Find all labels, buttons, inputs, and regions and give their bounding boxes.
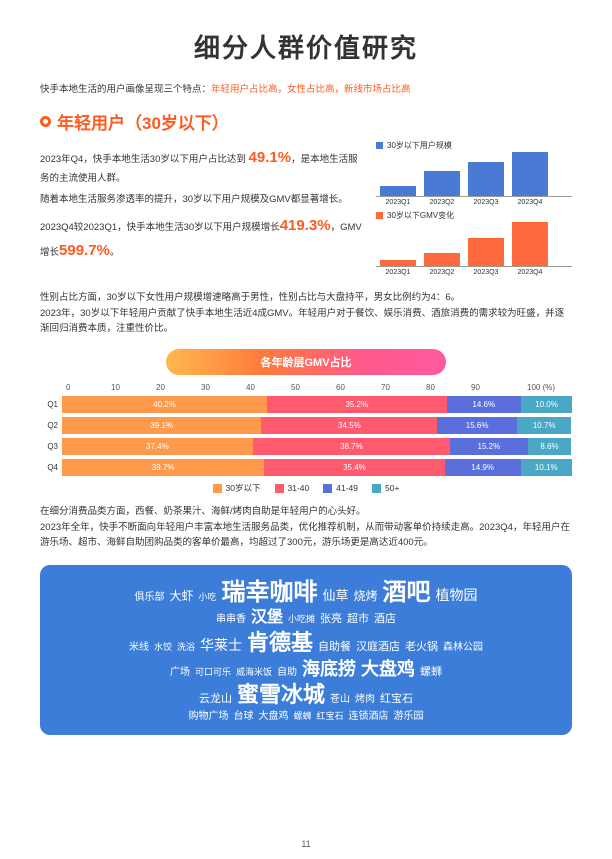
- cloud-word: 螺蛳: [293, 711, 311, 723]
- cloud-word: 森林公园: [443, 641, 483, 654]
- bullet-icon: [40, 116, 51, 127]
- cloud-word: 肯德基: [247, 629, 313, 658]
- legend-swatch: [376, 212, 383, 219]
- bar: [424, 253, 460, 266]
- cloud-word: 水饺: [154, 642, 172, 654]
- cloud-word: 可口可乐: [195, 667, 231, 679]
- page-title: 细分人群价值研究: [40, 28, 572, 65]
- cloud-word: 苍山: [330, 693, 350, 706]
- segment: 10.7%: [517, 417, 572, 434]
- paragraph-3: 2023Q4较2023Q1，快手本地生活30岁以下用户规模增长419.3%，GM…: [40, 214, 362, 264]
- paragraph-categories: 在细分消费品类方面，西餐、奶茶果汁、海鲜/烤肉自助是年轻用户的心头好。 2023…: [40, 504, 572, 551]
- bar: [512, 152, 548, 196]
- stacked-row: Q239.1%34.5%15.6%10.7%: [40, 417, 572, 434]
- growth-1: 419.3%: [280, 217, 331, 234]
- cloud-word: 瑞幸咖啡: [222, 577, 318, 608]
- segment: 34.5%: [261, 417, 437, 434]
- chart-title-pill: 各年龄层GMV占比: [166, 349, 446, 375]
- cloud-word: 米线: [129, 641, 149, 654]
- cloud-word: 蜜雪冰城: [237, 681, 325, 710]
- segment: 15.6%: [437, 417, 517, 434]
- segment: 35.4%: [264, 459, 444, 476]
- cloud-word: 海底捞: [302, 658, 356, 681]
- cloud-word: 大盘鸡: [361, 658, 415, 681]
- cloud-word: 广场: [170, 666, 190, 679]
- segment: 37.4%: [62, 438, 253, 455]
- mini-chart-users: 30岁以下用户规模 2023Q12023Q22023Q32023Q4: [376, 140, 572, 206]
- cloud-word: 螺蛳: [420, 665, 442, 679]
- segment: 39.7%: [62, 459, 264, 476]
- cloud-word: 华莱士: [200, 636, 242, 654]
- cloud-word: 烧烤: [354, 589, 378, 605]
- bar: [380, 260, 416, 266]
- legend-item: 41-49: [323, 482, 358, 494]
- subtitle-prefix: 快手本地生活的用户画像呈现三个特点：: [40, 84, 211, 95]
- cloud-word: 张亮: [320, 612, 342, 626]
- bar: [512, 222, 548, 266]
- cloud-word: 台球: [233, 710, 253, 723]
- legend-item: 30岁以下: [213, 482, 261, 494]
- stacked-bar-chart: 0102030405060708090100 (%) Q140.2%35.2%1…: [40, 383, 572, 494]
- segment: 8.6%: [528, 438, 572, 455]
- section-header: 年轻用户（30岁以下）: [40, 109, 572, 134]
- bar: [380, 186, 416, 196]
- cloud-word: 洗浴: [177, 642, 195, 654]
- cloud-word: 游乐园: [394, 710, 424, 723]
- legend-swatch: [376, 142, 383, 149]
- cloud-word: 小吃: [198, 592, 216, 604]
- cloud-word: 连锁酒店: [349, 710, 389, 723]
- legend-item: 50+: [372, 482, 399, 494]
- stacked-row: Q337.4%38.7%15.2%8.6%: [40, 438, 572, 455]
- bar: [468, 238, 504, 266]
- cloud-word: 威海米饭: [236, 667, 272, 679]
- percent-highlight: 49.1%: [249, 149, 292, 166]
- subtitle: 快手本地生活的用户画像呈现三个特点：年轻用户占比高，女性占比高，新线市场占比高: [40, 81, 572, 95]
- cloud-word: 植物园: [436, 586, 478, 604]
- section-title: 年轻用户（30岁以下）: [57, 109, 229, 134]
- growth-2: 599.7%: [59, 242, 110, 259]
- cloud-word: 汉堡: [251, 608, 283, 629]
- cloud-word: 超市: [347, 612, 369, 626]
- paragraph-2: 随着本地生活服务渗透率的提升，30岁以下用户规模及GMV都显著增长。: [40, 192, 362, 208]
- bar: [468, 162, 504, 196]
- segment: 40.2%: [62, 396, 267, 413]
- stacked-row: Q140.2%35.2%14.6%10.0%: [40, 396, 572, 413]
- paragraph-1: 2023年Q4，快手本地生活30岁以下用户占比达到 49.1%，是本地生活服务的…: [40, 146, 362, 186]
- page-number: 11: [0, 839, 612, 849]
- cloud-word: 仙草: [323, 588, 349, 605]
- cloud-word: 红宝石: [317, 711, 344, 723]
- cloud-word: 红宝石: [380, 692, 413, 706]
- cloud-word: 老火锅: [405, 640, 438, 654]
- cloud-word: 酒吧: [383, 577, 431, 608]
- cloud-word: 小吃摊: [288, 614, 315, 626]
- segment: 10.1%: [521, 459, 572, 476]
- cloud-word: 酒店: [374, 612, 396, 626]
- word-cloud: 俱乐部大虾小吃瑞幸咖啡仙草烧烤酒吧植物园串串香汉堡小吃摊张亮超市酒店米线水饺洗浴…: [40, 565, 572, 735]
- cloud-word: 云龙山: [199, 692, 232, 706]
- segment: 35.2%: [267, 396, 447, 413]
- paragraph-gender: 性别占比方面，30岁以下女性用户规模增速略高于男性，性别占比与大盘持平，男女比例…: [40, 290, 572, 337]
- subtitle-highlight: 年轻用户占比高，女性占比高，新线市场占比高: [211, 84, 411, 95]
- segment: 15.2%: [450, 438, 528, 455]
- segment: 39.1%: [62, 417, 261, 434]
- cloud-word: 俱乐部: [134, 591, 164, 604]
- segment: 14.6%: [447, 396, 521, 413]
- cloud-word: 大盘鸡: [258, 710, 288, 723]
- mini-chart-gmv: 30岁以下GMV变化 2023Q12023Q22023Q32023Q4: [376, 210, 572, 276]
- cloud-word: 自助餐: [318, 640, 351, 654]
- cloud-word: 购物广场: [188, 710, 228, 723]
- cloud-word: 大虾: [169, 589, 193, 605]
- segment: 38.7%: [253, 438, 450, 455]
- stacked-row: Q439.7%35.4%14.9%10.1%: [40, 459, 572, 476]
- legend-item: 31-40: [275, 482, 310, 494]
- segment: 10.0%: [521, 396, 572, 413]
- cloud-word: 串串香: [216, 613, 246, 626]
- segment: 14.9%: [445, 459, 521, 476]
- cloud-word: 自助: [277, 666, 297, 679]
- cloud-word: 汉庭酒店: [356, 640, 400, 654]
- bar: [424, 171, 460, 196]
- cloud-word: 烤肉: [355, 693, 375, 706]
